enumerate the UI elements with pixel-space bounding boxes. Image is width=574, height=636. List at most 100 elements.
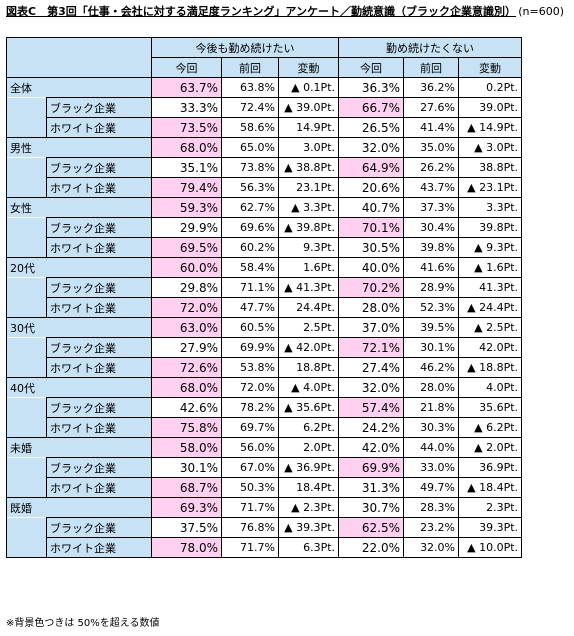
- value-cell: 41.6%: [403, 257, 460, 278]
- title-text: 図表C 第3回「仕事・会社に対する満足度ランキング」アンケート／勤続意識（ブラッ…: [6, 5, 516, 18]
- value-cell: 50.3%: [221, 477, 279, 498]
- row-sub-label: ホワイト企業: [46, 297, 152, 318]
- table-row: 全体 63.7% 63.8% ▲ 0.1Pt. 36.3% 36.2% 0.2Pt.: [6, 77, 523, 98]
- row-sub-label: ブラック企業: [46, 397, 152, 418]
- table-row: ホワイト企業 78.0% 71.7% 6.3Pt. 22.0% 32.0% ▲ 10.0Pt…: [6, 537, 523, 558]
- value-cell: ▲ 23.1Pt.: [458, 177, 523, 198]
- value-cell: 27.4%: [338, 357, 405, 378]
- row-indent-cell: [6, 417, 47, 438]
- table-row: 未婚 58.0% 56.0% 2.0Pt. 42.0% 44.0% ▲ 2.0Pt.: [6, 437, 523, 458]
- sub-header-row: 今回 前回 変動 今回 前回 変動: [7, 57, 523, 78]
- value-cell: ▲ 18.4Pt.: [458, 477, 523, 498]
- value-cell: ▲ 42.0Pt.: [277, 337, 340, 358]
- row-indent-cell: [6, 457, 47, 478]
- value-cell: 21.8%: [403, 397, 460, 418]
- group-header-row: 今後も勤め続けたい 勤め続けたくない: [6, 37, 523, 78]
- row-indent-cell: [6, 97, 47, 118]
- value-cell: 57.4%: [338, 397, 405, 418]
- value-cell: 35.0%: [403, 137, 460, 158]
- row-indent-cell: [6, 537, 47, 558]
- value-cell: 40.0%: [338, 257, 405, 278]
- value-cell: 73.8%: [221, 157, 279, 178]
- row-indent-cell: [6, 117, 47, 138]
- value-cell: 69.9%: [338, 457, 405, 478]
- value-cell: 39.8Pt.: [458, 217, 523, 238]
- value-cell: 66.7%: [338, 97, 405, 118]
- row-group-label: 既婚: [6, 497, 152, 518]
- value-cell: ▲ 41.3Pt.: [277, 277, 340, 298]
- row-sub-label: ホワイト企業: [46, 477, 152, 498]
- corner-cell: [6, 37, 152, 78]
- row-sub-label: ホワイト企業: [46, 537, 152, 558]
- value-cell: 69.5%: [151, 237, 222, 258]
- value-cell: ▲ 10.0Pt.: [458, 537, 523, 558]
- value-cell: ▲ 38.8Pt.: [277, 157, 340, 178]
- value-cell: 6.3Pt.: [277, 537, 340, 558]
- value-cell: 47.7%: [221, 297, 279, 318]
- table-row: 30代 63.0% 60.5% 2.5Pt. 37.0% 39.5% ▲ 2.5Pt.: [6, 317, 523, 338]
- value-cell: 35.1%: [151, 157, 222, 178]
- value-cell: 41.4%: [403, 117, 460, 138]
- table-row: ブラック企業 37.5% 76.8% ▲ 39.3Pt. 62.5% 23.2% 39.3P…: [6, 517, 523, 538]
- value-cell: ▲ 3.3Pt.: [277, 197, 340, 218]
- footnote: ※背景色つきは 50%を超える数値: [6, 618, 160, 629]
- value-cell: ▲ 0.1Pt.: [277, 77, 340, 98]
- value-cell: ▲ 2.0Pt.: [458, 437, 523, 458]
- row-sub-label: ホワイト企業: [46, 117, 152, 138]
- value-cell: 53.8%: [221, 357, 279, 378]
- value-cell: 18.4Pt.: [277, 477, 340, 498]
- value-cell: ▲ 36.9Pt.: [277, 457, 340, 478]
- row-indent-cell: [6, 157, 47, 178]
- value-cell: 59.3%: [151, 197, 222, 218]
- value-cell: 14.9Pt.: [277, 117, 340, 138]
- row-group-label: 未婚: [6, 437, 152, 458]
- value-cell: 35.6Pt.: [458, 397, 523, 418]
- sub-header: 今回: [151, 57, 222, 78]
- value-cell: 44.0%: [403, 437, 460, 458]
- value-cell: ▲ 3.0Pt.: [458, 137, 523, 158]
- table-row: ホワイト企業 69.5% 60.2% 9.3Pt. 30.5% 39.8% ▲ 9.3Pt.: [6, 237, 523, 258]
- value-cell: 62.5%: [338, 517, 405, 538]
- value-cell: ▲ 39.0Pt.: [277, 97, 340, 118]
- value-cell: 72.0%: [151, 297, 222, 318]
- value-cell: 39.3Pt.: [458, 517, 523, 538]
- row-sub-label: ブラック企業: [46, 277, 152, 298]
- value-cell: 18.8Pt.: [277, 357, 340, 378]
- value-cell: 63.0%: [151, 317, 222, 338]
- value-cell: 36.3%: [338, 77, 405, 98]
- value-cell: 60.2%: [221, 237, 279, 258]
- value-cell: 67.0%: [221, 457, 279, 478]
- value-cell: 30.1%: [403, 337, 460, 358]
- row-sub-label: ブラック企業: [46, 217, 152, 238]
- value-cell: 42.0Pt.: [458, 337, 523, 358]
- table-row: ブラック企業 29.9% 69.6% ▲ 39.8Pt. 70.1% 30.4% 39.8P…: [6, 217, 523, 238]
- value-cell: 28.3%: [403, 497, 460, 518]
- value-cell: 58.6%: [221, 117, 279, 138]
- survey-table: 今後も勤め続けたい 勤め続けたくない 今回 前回 変動 今回 前回 変動 全体 6…: [6, 37, 523, 558]
- row-group-label: 20代: [6, 257, 152, 278]
- value-cell: 71.7%: [221, 537, 279, 558]
- value-cell: 0.2Pt.: [458, 77, 523, 98]
- row-indent-cell: [6, 297, 47, 318]
- value-cell: 28.0%: [338, 297, 405, 318]
- row-indent-cell: [6, 357, 47, 378]
- group-header-quit: 勤め続けたくない: [338, 37, 523, 58]
- value-cell: 30.7%: [338, 497, 405, 518]
- value-cell: 39.8%: [403, 237, 460, 258]
- row-group-label: 男性: [6, 137, 152, 158]
- value-cell: 37.5%: [151, 517, 222, 538]
- value-cell: 36.2%: [403, 77, 460, 98]
- value-cell: 41.3Pt.: [458, 277, 523, 298]
- table-row: ホワイト企業 79.4% 56.3% 23.1Pt. 20.6% 43.7% ▲ 23.1P…: [6, 177, 523, 198]
- row-sub-label: ブラック企業: [46, 517, 152, 538]
- row-group-label: 30代: [6, 317, 152, 338]
- value-cell: 36.9Pt.: [458, 457, 523, 478]
- table-row: ブラック企業 33.3% 72.4% ▲ 39.0Pt. 66.7% 27.6% 39.0P…: [6, 97, 523, 118]
- value-cell: 46.2%: [403, 357, 460, 378]
- value-cell: 3.3Pt.: [458, 197, 523, 218]
- value-cell: 75.8%: [151, 417, 222, 438]
- value-cell: 72.6%: [151, 357, 222, 378]
- value-cell: 27.6%: [403, 97, 460, 118]
- value-cell: 26.2%: [403, 157, 460, 178]
- value-cell: 63.7%: [151, 77, 222, 98]
